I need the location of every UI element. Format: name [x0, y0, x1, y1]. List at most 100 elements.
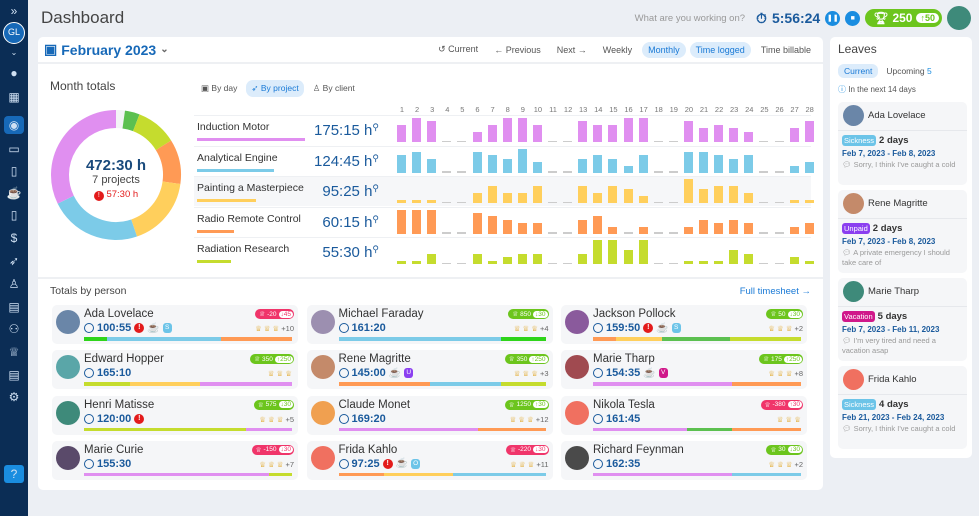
- project-row[interactable]: Radiation Research 55:30 h⚲: [194, 237, 814, 267]
- current-tab[interactable]: Current: [838, 64, 879, 78]
- split-segment: [338, 382, 431, 386]
- invoice-icon[interactable]: $: [10, 231, 18, 245]
- profile-avatar[interactable]: [947, 6, 971, 30]
- user-avatar[interactable]: GL: [3, 22, 25, 44]
- day-label: 24: [745, 105, 754, 114]
- alert-icon: !: [382, 458, 393, 469]
- missing-hours: ! 57:30 h: [50, 189, 182, 201]
- project-row[interactable]: Radio Remote Control 60:15 h⚲: [194, 206, 814, 237]
- clock-icon: [84, 413, 94, 424]
- chart-bar: [759, 262, 769, 264]
- upcoming-tab[interactable]: Upcoming 5: [886, 66, 932, 76]
- person-card[interactable]: Marie Curie 155:30 ♕ -150 ↓30 ♕ ♕ ♕ +7: [52, 440, 298, 480]
- trophy-icon: ♕: [764, 401, 771, 409]
- person-card[interactable]: Nikola Tesla 161:45 ♕ -380 ↑30 ♕ ♕ ♕: [561, 395, 807, 435]
- person-time: 162:35: [593, 458, 640, 470]
- search-icon[interactable]: ⚲: [372, 152, 379, 163]
- settings-icon[interactable]: ⚙: [8, 390, 20, 404]
- score-badge: ♕ -20 ↓45: [255, 309, 294, 319]
- monthly-tab[interactable]: Monthly: [642, 41, 686, 58]
- help-icon[interactable]: ?: [4, 465, 24, 483]
- dashboard-icon[interactable]: ◉: [4, 116, 24, 134]
- person-card[interactable]: Jackson Pollock 159:50! ☕ S ♕ 50 ↓30 ♕ ♕ ♕ +2: [561, 305, 807, 344]
- leave-card[interactable]: Rene Magritte Unpaid 2 days Feb 7, 2023 - F…: [838, 190, 967, 273]
- project-split-bar: [84, 427, 292, 432]
- leave-card[interactable]: Marie Tharp Vacation 5 days Feb 7, 2023 - F…: [838, 278, 967, 361]
- person-card[interactable]: Edward Hopper 165:10 ♕ 350 ↑250 ♕ ♕ ♕: [52, 350, 298, 390]
- reports-icon[interactable]: ▭: [8, 142, 20, 156]
- trophy-icon: ♕: [276, 414, 284, 424]
- donut-segment: [155, 140, 181, 184]
- chart-bar: [683, 226, 693, 234]
- chart-bar: [653, 232, 663, 234]
- chart-bar: [502, 118, 512, 142]
- person-card[interactable]: Ada Lovelace 100:55! ☕ S ♕ -20 ↓45 ♕ ♕ ♕ +10: [52, 305, 298, 344]
- chart-bar: [608, 185, 618, 203]
- person-card[interactable]: Marie Tharp 154:35 ☕ V ♕ 175 ↑250 ♕ ♕ ♕ +8: [561, 350, 807, 390]
- stop-button[interactable]: ■: [845, 10, 861, 26]
- pause-button[interactable]: ❚❚: [825, 10, 841, 26]
- chart-bar: [487, 260, 497, 264]
- coffee-icon[interactable]: ☕: [6, 186, 22, 200]
- avatar: [56, 400, 80, 425]
- leave-type-badge: Unpaid: [842, 223, 870, 234]
- current-button[interactable]: ↺ Current: [438, 44, 479, 54]
- person-card[interactable]: Michael Faraday 161:20 ♕ 850 ↓30 ♕ ♕ ♕ +4: [306, 305, 553, 344]
- chart-bar: [412, 209, 422, 234]
- comment-icon: 💬︎: [842, 160, 854, 169]
- chevron-down-icon[interactable]: ⌄: [10, 48, 18, 57]
- chart-bar: [502, 219, 512, 234]
- trophy-icon: ♕: [254, 356, 261, 364]
- team-icon[interactable]: ⚇: [8, 322, 20, 336]
- chart-bar: [563, 262, 573, 264]
- project-row[interactable]: Painting a Masterpiece 95:25 h⚲: [194, 176, 814, 206]
- rocket-icon[interactable]: ➶: [8, 254, 20, 268]
- building-icon[interactable]: ▦: [8, 90, 20, 104]
- search-icon[interactable]: ⚲: [372, 213, 379, 224]
- score-delta: ↑50: [916, 13, 939, 23]
- leave-card[interactable]: Frida Kahlo Sickness 4 days Feb 21, 2023 - …: [838, 366, 967, 449]
- time-billable-tab[interactable]: Time billable: [760, 44, 811, 55]
- search-icon[interactable]: ⚲: [372, 122, 379, 132]
- next-button[interactable]: Next →: [556, 44, 587, 55]
- file-icon[interactable]: ▯: [10, 208, 18, 222]
- project-row[interactable]: Induction Motor 175:15 h⚲: [194, 115, 814, 145]
- person-card[interactable]: Rene Magritte 145:00 ☕ U ♕ 350 ↑250 ♕ ♕ ♕ +3: [306, 350, 553, 390]
- chart-bar: [548, 140, 557, 142]
- clipboard-icon[interactable]: ▤: [8, 368, 20, 382]
- trophy-icon: ♕: [531, 369, 538, 379]
- person-card[interactable]: Claude Monet 169:20 ♕ 1250 ↑30 ♕ ♕ ♕ +12: [306, 395, 553, 435]
- user-icon[interactable]: ♙: [8, 277, 20, 291]
- document-icon[interactable]: ▯: [10, 164, 18, 178]
- person-name: Nikola Tesla: [593, 398, 655, 411]
- profile-icon[interactable]: ●: [10, 66, 18, 80]
- chart-bar: [427, 209, 437, 234]
- expand-icon[interactable]: »: [10, 4, 18, 18]
- by-project-tab[interactable]: ➶ By project: [246, 80, 304, 97]
- person-name: Marie Curie: [84, 443, 144, 456]
- search-icon[interactable]: ⚲: [372, 183, 379, 193]
- day-label: 21: [699, 105, 709, 114]
- full-timesheet-link[interactable]: Full timesheet →: [739, 286, 811, 297]
- task-input[interactable]: What are you working on?: [634, 12, 746, 24]
- leave-card[interactable]: Ada Lovelace Sickness 2 days Feb 7, 2023 - …: [838, 102, 967, 185]
- project-split-bar: [593, 337, 801, 341]
- by-day-tab[interactable]: ▣ By day: [201, 83, 238, 93]
- project-split-bar: [338, 472, 547, 477]
- person-card[interactable]: Frida Kahlo 97:25! ☕ O ♕ -220 ↓30 ♕ ♕ ♕ +11: [306, 440, 553, 480]
- score-badge[interactable]: 🏆︎ 250 ↑50: [865, 9, 942, 27]
- previous-button[interactable]: ← Previous: [494, 44, 541, 55]
- project-row[interactable]: Analytical Engine 124:45 h⚲: [194, 145, 814, 176]
- id-card-icon[interactable]: ▤: [8, 300, 20, 314]
- chart-bar: [744, 155, 754, 173]
- person-card[interactable]: Richard Feynman 162:35 ♕ 30 ↓30 ♕ ♕ ♕ +2: [561, 440, 807, 480]
- score-badge: ♕ 350 ↑250: [504, 354, 549, 365]
- search-icon[interactable]: ⚲: [372, 244, 379, 254]
- avatar: [565, 445, 589, 470]
- person-card[interactable]: Henri Matisse 120:00! ♕ 575 ↓30 ♕ ♕ ♕ +5: [52, 395, 298, 435]
- by-client-tab[interactable]: ♙ By client: [312, 83, 355, 93]
- time-logged-tab[interactable]: Time logged: [689, 41, 751, 58]
- trophy-icon[interactable]: ♕: [8, 345, 20, 359]
- month-picker[interactable]: ▣ February 2023 ⌄: [44, 41, 169, 58]
- weekly-tab[interactable]: Weekly: [602, 44, 633, 55]
